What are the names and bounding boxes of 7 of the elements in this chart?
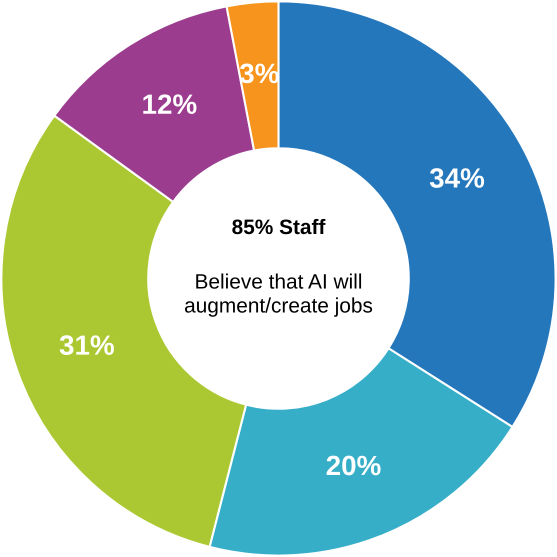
data-label: 34% (430, 168, 484, 188)
text: Believe that AI will augment/create jobs (185, 273, 372, 317)
data-label: 12% (143, 94, 196, 114)
data-label: 3% (240, 64, 279, 84)
text: 85% Staff (232, 218, 326, 234)
data-label: 31% (60, 335, 114, 355)
data-label: 20% (326, 456, 381, 476)
